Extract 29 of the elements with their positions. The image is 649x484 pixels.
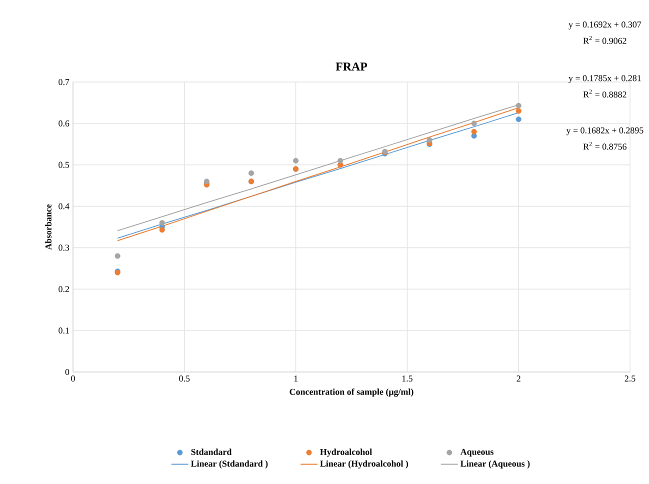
chart-title: FRAP	[336, 62, 368, 70]
y-tick-label: 0.7	[58, 78, 70, 86]
annotation: y = 0.1682x + 0.2895	[566, 127, 644, 136]
legend-label: Aqueous	[460, 448, 494, 457]
legend-label: Stdandard	[191, 448, 232, 455]
legend-label: Hydroalcohol	[320, 448, 372, 457]
legend-label: Linear (Stdandard )	[190, 460, 268, 469]
y-tick-label: 0.3	[58, 244, 70, 251]
y-tick-label: 0.4	[58, 203, 70, 210]
x-axis-title: Concentration of sample (μg/ml)	[290, 388, 414, 397]
y-tick-label: 0.2	[58, 286, 69, 292]
y-axis-title: Absorbance	[45, 204, 52, 250]
annotation: R$^{2}$ = 0.8882	[583, 90, 626, 98]
y-tick-label: 0	[65, 368, 70, 376]
annotation: R$^{2}$ = 0.8756	[583, 142, 627, 150]
y-tick-label: 0.1	[58, 328, 69, 334]
x-tick-label: 1.5	[402, 376, 412, 382]
legend-label: Linear (Aqueous )	[460, 460, 530, 469]
text: y = 0.1692x + 0.307	[568, 21, 642, 30]
y-tick-label: 0.5	[58, 162, 70, 168]
text: R$^{2}$ = 0.9062	[583, 36, 626, 44]
y-tick-label: 0.6	[58, 120, 70, 126]
legend-label: Linear (Hydroalcohol )	[320, 460, 408, 469]
x-tick-label: 0.5	[179, 376, 190, 382]
x-tick-label: 0	[71, 376, 75, 382]
x-tick-label: 1	[294, 376, 298, 382]
x-tick-label: 2.5	[624, 376, 636, 382]
x-tick-label: 2	[516, 376, 520, 382]
annotation: y = 0.1785x + 0.281	[568, 75, 641, 84]
